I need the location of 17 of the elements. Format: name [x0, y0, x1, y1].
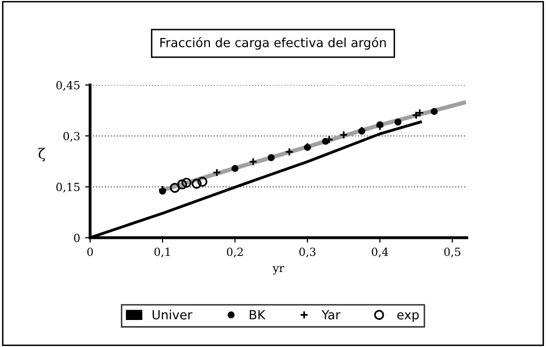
- legend-label: BK: [250, 310, 266, 320]
- x-tick-label: 0,2: [226, 248, 243, 258]
- x-axis-title: yr: [272, 266, 284, 274]
- y-tick-label: 0,45: [56, 80, 80, 91]
- chart-title: Fracción de carga efectiva del argón: [160, 37, 386, 50]
- y-tick-label: 0,15: [56, 182, 80, 193]
- y-tick-label: 0: [74, 234, 80, 242]
- x-tick-label: 0: [87, 248, 93, 256]
- x-tick-label: 0,4: [372, 248, 388, 258]
- x-tick-label: 0,1: [154, 248, 170, 258]
- legend-label: Univer: [152, 310, 192, 320]
- y-axis-title: ζ: [38, 148, 45, 162]
- x-tick-label: 0,5: [444, 248, 460, 258]
- x-tick-label: 0,3: [299, 248, 316, 258]
- legend-label: exp: [397, 312, 419, 322]
- y-tick-label: 0,3: [63, 132, 80, 142]
- legend-label: Yar: [322, 310, 340, 320]
